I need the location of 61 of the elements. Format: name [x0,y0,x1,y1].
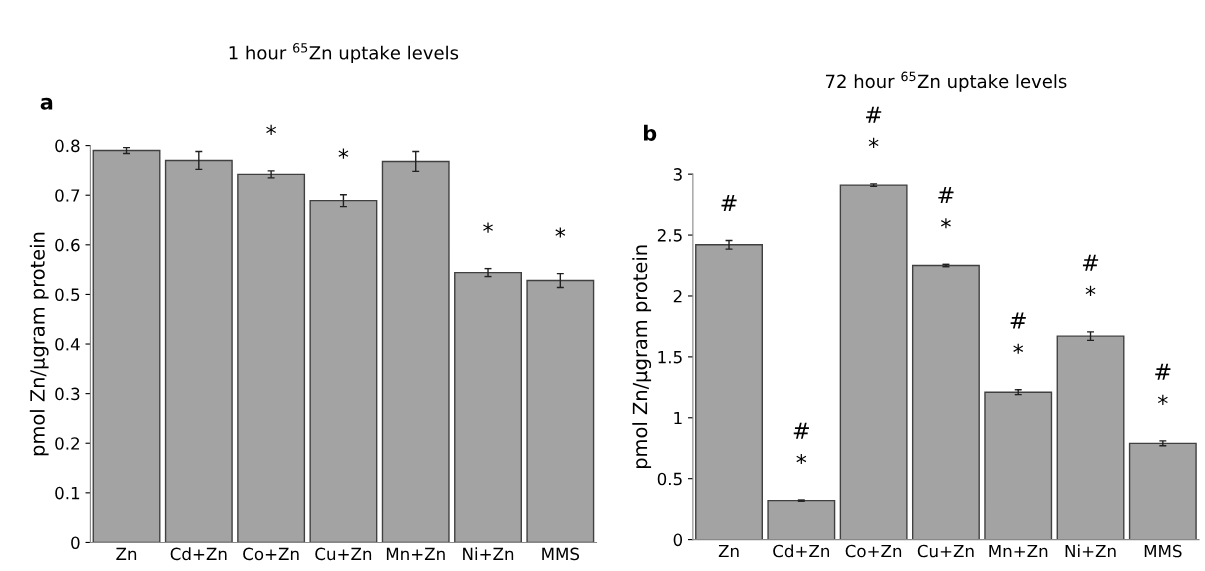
data-label: # * [866,106,882,148]
data-label: # * [793,422,809,465]
x-tick-label: Mn+Zn [386,547,445,560]
data-label: * [266,124,277,135]
y-tick-label: 2 [673,289,682,303]
data-label: # * [1082,254,1099,296]
data-label: # * [1010,312,1026,354]
y-tick-label: 3 [673,168,682,181]
x-tick-label: Zn [116,547,137,560]
x-tick-label: Cd+Zn [170,547,227,561]
bar [164,159,233,543]
x-tick-label: Ni+Zn [463,547,514,560]
data-label: * [555,227,566,238]
y-tick-label: 0 [673,533,683,547]
bar [237,173,306,543]
bar [1056,335,1125,540]
x-tick-label: Mn+Zn [989,544,1048,558]
y-tick-label: 2.5 [657,229,682,242]
data-label: # * [938,187,954,229]
text: a [40,97,53,110]
x-tick-label: Cd+Zn [773,544,829,558]
y-tick-label: 0.7 [55,189,80,202]
x-tick-label: Zn [718,544,739,558]
y-tick-label: 1 [674,411,682,425]
data-label: # * [1155,363,1171,405]
y-tick-label: 0.2 [55,437,79,450]
text: b [644,124,657,141]
y-tick-label: 0.5 [657,472,682,486]
x-tick-label: Cu+Zn [315,547,372,561]
x-tick-label: MMS [1144,544,1182,558]
chart-title: 72 hour $^{65}$Zn uptake levels [825,71,1067,92]
y-tick-label: 0.6 [55,238,80,252]
bar [695,244,763,540]
bar [767,499,836,540]
bar [526,279,595,543]
x-tick-label: Cu+Zn [917,544,974,558]
y-tick-label: 0.1 [55,486,80,500]
x-tick-label: Ni+Zn [1065,544,1116,558]
y-tick-label: 0.5 [55,288,80,301]
bar [381,160,450,543]
bar [984,391,1053,540]
y-tick-label: 0.3 [55,387,80,401]
y-axis-title: pmol Zn/μgram protein [29,232,49,456]
data-label: * [483,222,493,233]
y-tick-label: 0.4 [55,337,80,351]
chart-title: 1 hour $^{65}$Zn uptake levels [229,43,459,64]
y-tick-label: 1.5 [658,351,682,364]
y-tick-label: 0.8 [55,139,80,153]
x-tick-label: Co+Zn [243,547,299,561]
y-axis-title: pmol Zn/μgram protein [632,245,652,469]
bar [1128,442,1197,540]
data-label: * [338,148,349,159]
x-tick-label: MMS [542,547,580,561]
bar [454,271,522,543]
y-tick-label: 0 [71,536,80,550]
bar [92,149,161,543]
bar [839,184,908,540]
x-tick-label: Co+Zn [845,544,902,558]
data-label: # [721,194,737,211]
bar [911,264,980,540]
bar [309,199,378,543]
